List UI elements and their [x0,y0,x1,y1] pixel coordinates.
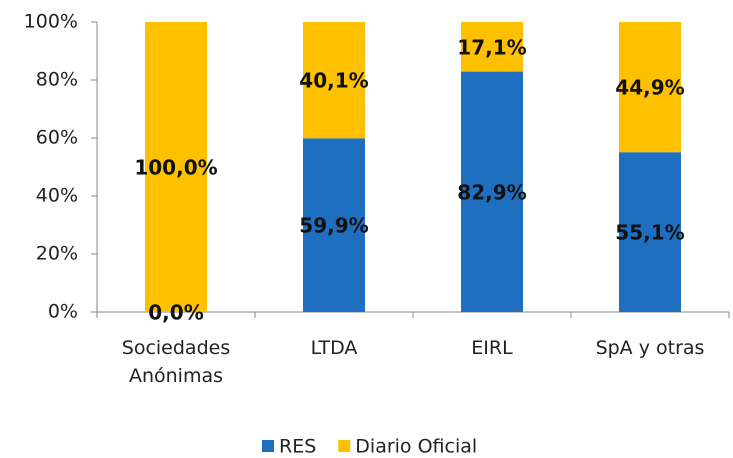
y-tick-label: 100% [24,11,78,33]
x-tick-label: SpA y otras [595,337,705,359]
x-tick-label: Sociedades Anónimas [121,337,231,387]
bar-segment [303,138,365,312]
y-tick-label: 20% [36,243,78,265]
x-tick-label: EIRL [471,337,513,359]
y-tick-label: 80% [36,69,78,91]
y-tick-label: 40% [36,185,78,207]
legend-swatch [338,440,351,452]
value-label: 100,0% [134,156,217,180]
legend-label: RES [279,436,316,458]
value-label: 59,9% [299,214,368,238]
legend-label: Diario Oficial [355,436,477,458]
value-label: 44,9% [615,76,684,100]
y-tick-label: 0% [48,301,78,323]
x-tick-label: LTDA [310,337,358,359]
bar-segment [619,22,681,153]
legend-swatch [262,440,274,452]
value-label: 40,1% [299,69,368,93]
bar-segment [461,71,523,312]
bar-segment [461,22,523,72]
y-tick-label: 60% [36,127,78,149]
value-label: 55,1% [615,221,684,245]
bar-segment [619,152,681,312]
value-label: 17,1% [457,35,526,59]
value-label: 82,9% [457,180,526,204]
bar-segment [145,22,207,312]
value-label: 0,0% [148,301,203,325]
bar-segment [303,22,365,139]
